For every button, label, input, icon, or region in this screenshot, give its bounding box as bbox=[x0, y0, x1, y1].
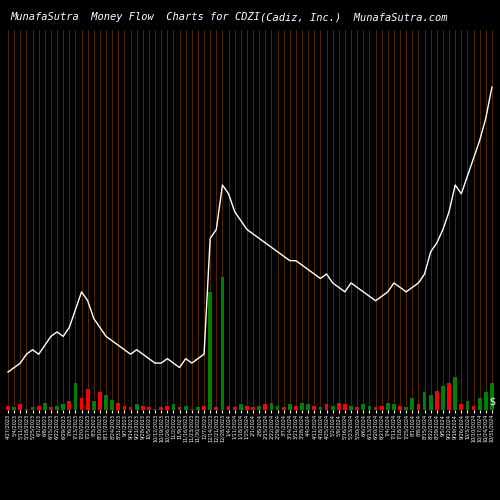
Bar bbox=[160, 407, 163, 410]
Bar bbox=[386, 402, 390, 410]
Bar bbox=[294, 406, 298, 410]
Bar bbox=[98, 392, 102, 410]
Bar bbox=[147, 407, 151, 410]
Bar bbox=[416, 404, 420, 410]
Bar bbox=[135, 404, 138, 410]
Bar bbox=[306, 404, 310, 410]
Bar bbox=[484, 392, 488, 410]
Bar bbox=[276, 406, 280, 410]
Bar bbox=[116, 402, 120, 410]
Bar bbox=[68, 401, 71, 410]
Bar bbox=[312, 406, 316, 410]
Bar bbox=[12, 407, 16, 410]
Text: (Cadiz, Inc.)  MunafaSutra.com: (Cadiz, Inc.) MunafaSutra.com bbox=[260, 12, 448, 22]
Bar bbox=[141, 406, 144, 410]
Bar bbox=[190, 408, 194, 410]
Bar bbox=[245, 406, 249, 410]
Bar bbox=[300, 402, 304, 410]
Bar bbox=[258, 406, 261, 410]
Bar bbox=[435, 391, 438, 410]
Bar bbox=[233, 407, 236, 410]
Bar bbox=[6, 406, 10, 410]
Bar bbox=[349, 406, 353, 410]
Bar bbox=[264, 404, 267, 410]
Bar bbox=[374, 407, 378, 410]
Bar bbox=[128, 407, 132, 410]
Bar bbox=[422, 392, 426, 410]
Bar bbox=[166, 406, 169, 410]
Bar bbox=[337, 402, 340, 410]
Bar bbox=[466, 401, 469, 410]
Bar bbox=[251, 407, 255, 410]
Bar bbox=[356, 407, 359, 410]
Bar bbox=[122, 406, 126, 410]
Bar bbox=[343, 404, 347, 410]
Bar bbox=[43, 402, 46, 410]
Bar bbox=[202, 406, 206, 410]
Bar bbox=[410, 398, 414, 410]
Text: $: $ bbox=[489, 396, 495, 406]
Bar bbox=[110, 400, 114, 410]
Bar bbox=[74, 384, 78, 410]
Bar bbox=[172, 404, 175, 410]
Bar bbox=[404, 407, 408, 410]
Bar bbox=[24, 408, 28, 410]
Bar bbox=[472, 406, 476, 410]
Bar bbox=[324, 404, 328, 410]
Bar bbox=[362, 404, 365, 410]
Bar bbox=[92, 401, 96, 410]
Bar bbox=[214, 407, 218, 410]
Bar bbox=[18, 404, 22, 410]
Bar bbox=[447, 384, 451, 410]
Bar bbox=[220, 277, 224, 410]
Bar bbox=[398, 406, 402, 410]
Bar bbox=[49, 407, 53, 410]
Bar bbox=[288, 404, 292, 410]
Bar bbox=[80, 398, 84, 410]
Bar bbox=[490, 384, 494, 410]
Bar bbox=[478, 398, 482, 410]
Bar bbox=[331, 406, 334, 410]
Bar bbox=[441, 386, 445, 410]
Bar bbox=[460, 404, 463, 410]
Bar bbox=[270, 402, 274, 410]
Bar bbox=[318, 407, 322, 410]
Bar bbox=[226, 406, 230, 410]
Bar bbox=[208, 292, 212, 410]
Bar bbox=[37, 406, 40, 410]
Bar bbox=[104, 395, 108, 410]
Bar bbox=[184, 406, 188, 410]
Bar bbox=[196, 407, 200, 410]
Bar bbox=[30, 407, 34, 410]
Bar bbox=[55, 406, 59, 410]
Bar bbox=[178, 407, 182, 410]
Bar bbox=[368, 406, 372, 410]
Bar bbox=[62, 404, 65, 410]
Text: MunafaSutra  Money Flow  Charts for CDZI: MunafaSutra Money Flow Charts for CDZI bbox=[10, 12, 260, 22]
Bar bbox=[380, 406, 384, 410]
Bar bbox=[429, 395, 432, 410]
Bar bbox=[153, 408, 157, 410]
Bar bbox=[282, 407, 286, 410]
Bar bbox=[239, 404, 242, 410]
Bar bbox=[392, 404, 396, 410]
Bar bbox=[454, 378, 457, 410]
Bar bbox=[86, 390, 90, 410]
